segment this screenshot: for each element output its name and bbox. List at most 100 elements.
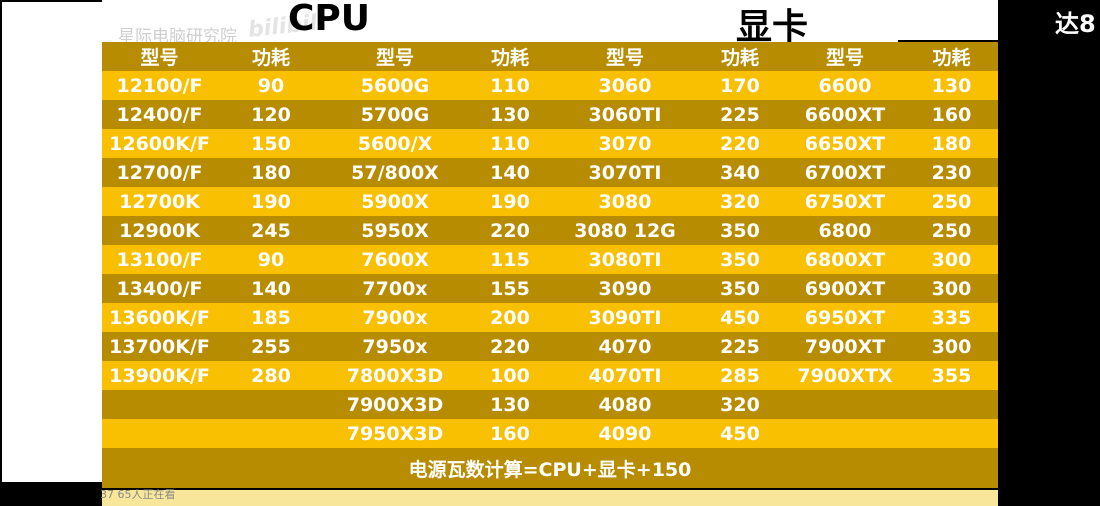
model-cell: 7900x xyxy=(362,306,428,329)
power-cell: 300 xyxy=(931,335,972,358)
power-cell: 170 xyxy=(720,74,760,97)
power-table: 型号 功耗 型号 功耗 型号 功耗 型号 功耗 12100/F 90 5600G 11… xyxy=(102,42,998,488)
power-cell: 140 xyxy=(251,277,291,300)
model-cell: 3080TI xyxy=(588,248,662,271)
table-row: 12100/F 90 5600G 110 3060 170 6600 130 xyxy=(102,71,998,100)
power-cell: 320 xyxy=(720,393,760,416)
model-cell: 12900K xyxy=(119,219,200,242)
table-row: 13400/F 140 7700x 155 3090 350 6900XT 300 xyxy=(102,274,998,303)
power-cell: 250 xyxy=(931,219,972,242)
model-cell: 3070TI xyxy=(588,161,662,184)
table-row: 13600K/F 185 7900x 200 3090TI 450 6950XT 335 xyxy=(102,303,998,332)
column-header: 功耗 xyxy=(720,47,759,69)
table-row: 13900K/F 280 7800X3D 100 4070TI 285 7900XTX 355 xyxy=(102,361,998,390)
model-cell: 6600 xyxy=(818,74,872,97)
power-cell: 300 xyxy=(931,248,972,271)
model-cell: 4090 xyxy=(598,422,652,445)
model-cell: 5700G xyxy=(360,103,430,126)
model-cell: 3060TI xyxy=(588,103,662,126)
column-header: 型号 xyxy=(825,47,864,69)
power-cell: 115 xyxy=(490,248,530,271)
model-cell: 6650XT xyxy=(804,132,886,155)
power-cell: 120 xyxy=(251,103,291,126)
table-row: 7950X3D 160 4090 450 xyxy=(102,419,998,448)
power-cell: 130 xyxy=(490,393,530,416)
model-cell: 7950x xyxy=(362,335,428,358)
power-cell: 180 xyxy=(251,161,291,184)
model-cell: 3080 xyxy=(598,190,652,213)
model-cell: 5600G xyxy=(360,74,430,97)
power-cell: 250 xyxy=(931,190,972,213)
model-cell: 5900X xyxy=(361,190,429,213)
column-header: 型号 xyxy=(605,47,644,69)
model-cell: 3090TI xyxy=(588,306,662,329)
model-cell: 57/800X xyxy=(351,161,439,184)
model-cell: 12600K/F xyxy=(109,132,210,155)
column-header: 型号 xyxy=(140,47,179,69)
power-cell: 190 xyxy=(251,190,291,213)
table-row: 13100/F 90 7600X 115 3080TI 350 6800XT 300 xyxy=(102,245,998,274)
model-cell: 3070 xyxy=(598,132,652,155)
model-cell: 6700XT xyxy=(804,161,886,184)
power-cell: 190 xyxy=(490,190,530,213)
power-cell: 220 xyxy=(490,219,530,242)
power-cell: 245 xyxy=(251,219,291,242)
power-cell: 450 xyxy=(720,306,760,329)
power-cell: 255 xyxy=(251,335,291,358)
power-cell: 220 xyxy=(490,335,530,358)
model-cell: 4070 xyxy=(598,335,652,358)
model-cell: 7600X xyxy=(361,248,429,271)
model-cell: 6750XT xyxy=(804,190,886,213)
model-cell: 5600/X xyxy=(357,132,433,155)
column-header: 功耗 xyxy=(932,47,971,69)
model-cell: 13400/F xyxy=(116,277,203,300)
power-cell: 350 xyxy=(720,219,760,242)
table-row: 12700/F 180 57/800X 140 3070TI 340 6700XT 230 xyxy=(102,158,998,187)
power-cell: 280 xyxy=(251,364,291,387)
model-cell: 6900XT xyxy=(804,277,886,300)
danmaku-text: 达8 xyxy=(1055,10,1096,38)
table-row: 12900K 245 5950X 220 3080 12G 350 6800 250 xyxy=(102,216,998,245)
model-cell: 7950X3D xyxy=(346,422,444,445)
model-cell: 13700K/F xyxy=(109,335,210,358)
model-cell: 12700/F xyxy=(116,161,203,184)
viewer-count: 37 65人正在看 xyxy=(100,488,176,501)
table-row: 12700K 190 5900X 190 3080 320 6750XT 250 xyxy=(102,187,998,216)
model-cell: 13100/F xyxy=(116,248,203,271)
power-cell: 110 xyxy=(490,74,530,97)
model-cell: 7900X3D xyxy=(346,393,444,416)
power-cell: 355 xyxy=(931,364,972,387)
power-cell: 160 xyxy=(490,422,530,445)
power-cell: 320 xyxy=(720,190,760,213)
column-header: 功耗 xyxy=(490,47,529,69)
model-cell: 7700x xyxy=(362,277,428,300)
power-cell: 340 xyxy=(720,161,760,184)
power-cell: 130 xyxy=(931,74,972,97)
model-cell: 3090 xyxy=(598,277,652,300)
model-cell: 7800X3D xyxy=(346,364,444,387)
gpu-section-title: 显卡 xyxy=(736,7,809,48)
power-cell: 350 xyxy=(720,248,760,271)
power-cell: 300 xyxy=(931,277,972,300)
model-cell: 6800 xyxy=(818,219,872,242)
power-cell: 350 xyxy=(720,277,760,300)
model-cell: 3080 12G xyxy=(574,219,676,242)
power-cell: 450 xyxy=(720,422,760,445)
model-cell: 6600XT xyxy=(804,103,886,126)
model-cell: 6950XT xyxy=(804,306,886,329)
power-cell: 130 xyxy=(490,103,530,126)
power-cell: 285 xyxy=(720,364,760,387)
power-cell: 100 xyxy=(490,364,530,387)
model-cell: 12100/F xyxy=(116,74,203,97)
power-cell: 110 xyxy=(490,132,530,155)
power-cell: 225 xyxy=(720,335,760,358)
model-cell: 13900K/F xyxy=(109,364,210,387)
power-cell: 90 xyxy=(257,74,285,97)
power-cell: 200 xyxy=(490,306,530,329)
power-cell: 155 xyxy=(490,277,530,300)
title-bar xyxy=(102,0,998,40)
cpu-section-title: CPU xyxy=(288,0,371,39)
table-header-row: 型号 功耗 型号 功耗 型号 功耗 型号 功耗 xyxy=(102,42,998,71)
power-cell: 160 xyxy=(931,103,972,126)
power-cell: 230 xyxy=(931,161,972,184)
